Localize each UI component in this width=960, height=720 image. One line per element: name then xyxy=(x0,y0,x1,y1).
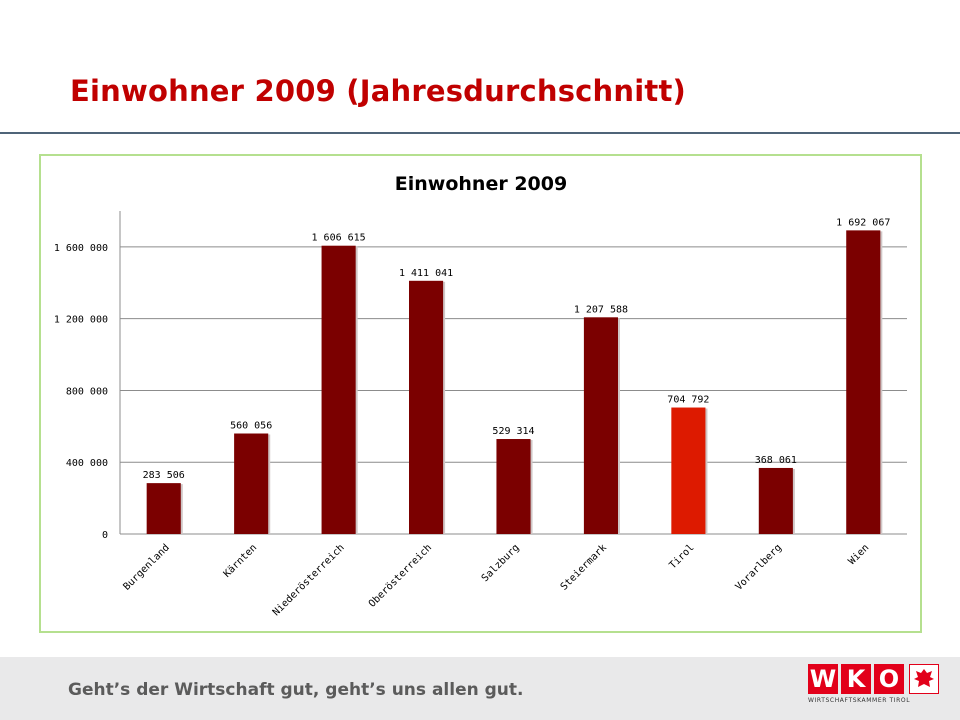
x-tick-label: Niederösterreich xyxy=(271,542,347,618)
y-tick-label: 400 000 xyxy=(66,458,108,469)
logo-subtitle: WIRTSCHAFTSKAMMER TIROL xyxy=(808,697,911,704)
y-tick-label: 800 000 xyxy=(66,386,108,397)
footer-tagline: Geht’s der Wirtschaft gut, geht’s uns al… xyxy=(68,680,524,700)
bar-value-label: 1 692 067 xyxy=(836,217,890,228)
bar xyxy=(758,467,793,534)
title-divider xyxy=(0,132,960,134)
footer-band xyxy=(0,657,960,720)
x-tick-label: Steiermark xyxy=(559,542,609,592)
bar xyxy=(234,433,269,534)
bar xyxy=(671,407,706,534)
x-tick-label: Oberösterreich xyxy=(367,542,434,609)
y-tick-labels: 0 400 000 800 000 1 200 000 1 600 000 xyxy=(54,243,108,541)
x-tick-label: Burgenland xyxy=(121,542,171,592)
bar xyxy=(846,230,881,534)
chart-title: Einwohner 2009 xyxy=(395,173,567,195)
y-tick-label: 0 xyxy=(102,530,108,541)
data-labels: 283 506 560 056 1 606 615 1 411 041 529 314 1… xyxy=(143,217,891,481)
x-tick-label: Salzburg xyxy=(480,542,522,584)
bar-value-label: 1 411 041 xyxy=(399,268,453,279)
bar-value-label: 1 207 588 xyxy=(574,304,628,315)
bar-value-label: 283 506 xyxy=(143,470,185,481)
x-tick-labels: Burgenland Kärnten Niederösterreich Oberöst… xyxy=(121,542,871,618)
x-tick-label: Tirol xyxy=(667,542,696,571)
slide-title: Einwohner 2009 (Jahresdurchschnitt) xyxy=(70,74,686,108)
bar xyxy=(321,245,356,534)
logo-letter-w: W xyxy=(808,664,838,694)
x-tick-label: Wien xyxy=(847,542,872,567)
bar xyxy=(583,317,618,534)
y-tick-label: 1 600 000 xyxy=(54,243,108,254)
chart-frame: Einwohner 2009 283 506 560 056 1 606 615 1 … xyxy=(39,154,922,633)
bar xyxy=(409,280,444,534)
x-tick-label: Kärnten xyxy=(222,542,260,580)
bar xyxy=(146,483,181,534)
bar-value-label: 560 056 xyxy=(230,421,272,432)
wko-logo: W K O WIRTSCHAFTSKAMMER TIROL xyxy=(808,664,943,708)
tyrolean-eagle-icon xyxy=(909,664,939,694)
bar-value-label: 1 606 615 xyxy=(312,233,366,244)
x-tick-label: Vorarlberg xyxy=(734,542,784,592)
bar-value-label: 704 792 xyxy=(667,395,709,406)
bars xyxy=(146,230,883,534)
y-tick-label: 1 200 000 xyxy=(54,315,108,326)
bar-chart: Einwohner 2009 283 506 560 056 1 606 615 1 … xyxy=(54,173,907,618)
bar xyxy=(496,439,531,534)
bar-value-label: 529 314 xyxy=(492,426,534,437)
logo-letter-k: K xyxy=(841,664,871,694)
logo-letter-o: O xyxy=(874,664,904,694)
bar-value-label: 368 061 xyxy=(755,455,797,466)
